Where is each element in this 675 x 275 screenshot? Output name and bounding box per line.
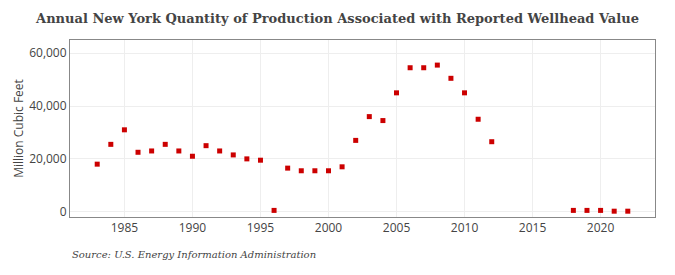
svg-text:60,000: 60,000 — [29, 44, 67, 61]
svg-text:20,000: 20,000 — [29, 150, 67, 167]
svg-text:2020: 2020 — [587, 219, 615, 236]
svg-text:2015: 2015 — [519, 219, 547, 236]
svg-text:2000: 2000 — [315, 219, 343, 236]
svg-text:2010: 2010 — [451, 219, 479, 236]
svg-text:Million Cubic Feet: Million Cubic Feet — [10, 79, 27, 178]
svg-text:Source: U.S. Energy Informatio: Source: U.S. Energy Information Administ… — [72, 249, 316, 260]
svg-text:1995: 1995 — [247, 219, 275, 236]
svg-text:2005: 2005 — [383, 219, 411, 236]
svg-text:0: 0 — [60, 203, 67, 220]
svg-text:1985: 1985 — [111, 219, 139, 236]
svg-text:1990: 1990 — [179, 219, 207, 236]
svg-text:40,000: 40,000 — [29, 97, 67, 114]
svg-text:Annual New York Quantity of Pr: Annual New York Quantity of Production A… — [35, 11, 639, 26]
